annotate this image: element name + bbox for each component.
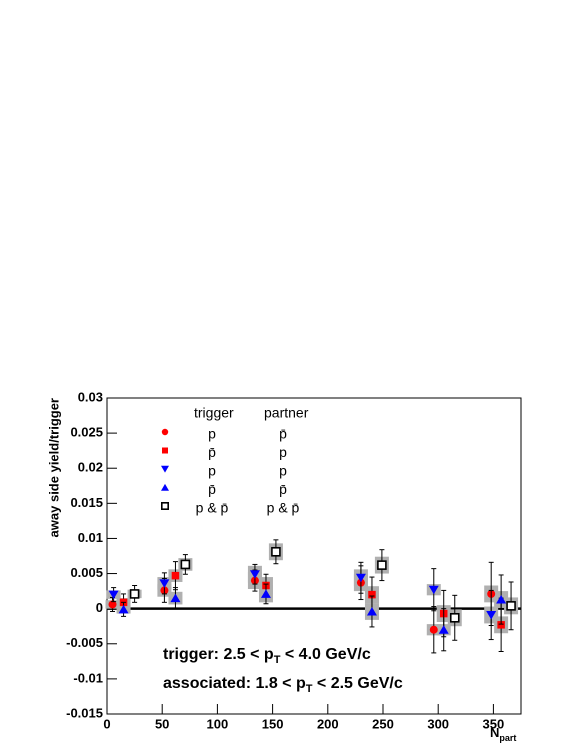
legend-partner: p̄ <box>279 481 287 497</box>
point <box>271 546 281 557</box>
y-tick-label: -0.015 <box>66 705 103 720</box>
legend-marker <box>161 501 170 510</box>
legend-trigger: p̄ <box>208 444 216 460</box>
legend-partner: p <box>279 444 287 460</box>
y-tick-label: 0 <box>96 600 103 615</box>
x-axis-title: Npart <box>490 725 516 743</box>
point <box>438 625 449 634</box>
annotation-text: < 2.5 GeV/c <box>312 675 402 692</box>
y-axis-title: away side yield/trigger <box>46 398 61 537</box>
x-axis-title-main: N <box>490 725 499 740</box>
annotation-text: associated: 1.8 < p <box>163 675 306 692</box>
point <box>355 573 366 583</box>
annotation-text: trigger: 2.5 < p <box>163 646 274 663</box>
point <box>108 590 119 600</box>
legend-trigger: p & p̄ <box>196 500 229 516</box>
legend-marker <box>161 465 169 473</box>
legend-partner: p & p̄ <box>267 500 300 516</box>
point <box>429 625 438 634</box>
point <box>428 585 439 595</box>
legend-partner: p̄ <box>279 426 287 442</box>
legend-trigger: p <box>208 463 216 479</box>
point <box>506 601 516 611</box>
x-tick-label: 0 <box>103 716 110 731</box>
point <box>170 593 181 603</box>
point <box>249 570 260 579</box>
legend-partner: p <box>279 463 287 479</box>
annotation: associated: 1.8 < pT < 2.5 GeV/c <box>163 675 403 695</box>
y-tick-label: 0.015 <box>70 495 103 510</box>
annotation-text: < 4.0 GeV/c <box>280 646 370 663</box>
point <box>159 579 170 588</box>
point <box>108 600 117 609</box>
y-tick-label: 0.01 <box>78 530 103 545</box>
point <box>486 610 497 620</box>
y-tick-label: 0.025 <box>70 425 103 440</box>
legend-trigger: p̄ <box>208 481 216 497</box>
legend-header: partner <box>264 405 309 421</box>
point <box>377 560 387 570</box>
y-tick-label: 0.03 <box>78 389 103 404</box>
point <box>180 559 191 570</box>
x-tick-label: 350 <box>483 716 505 731</box>
x-tick-label: 200 <box>317 716 339 731</box>
y-tick-label: 0.005 <box>70 565 103 580</box>
point <box>368 590 376 599</box>
point <box>497 621 505 629</box>
plot-frame <box>106 397 522 715</box>
x-tick-label: 100 <box>207 716 229 731</box>
y-tick-label: -0.005 <box>66 635 103 650</box>
legend-marker <box>162 447 168 454</box>
y-tick-label: 0.02 <box>78 460 103 475</box>
annotation: trigger: 2.5 < pT < 4.0 GeV/c <box>163 646 371 666</box>
annotation-sub: T <box>274 654 281 666</box>
x-tick-label: 150 <box>262 716 284 731</box>
legend-header: trigger <box>194 405 234 421</box>
x-axis-title-sub: part <box>499 733 516 743</box>
x-tick-label: 250 <box>372 716 394 731</box>
y-tick-label: -0.01 <box>73 670 103 685</box>
x-tick-label: 300 <box>427 716 449 731</box>
point <box>449 612 460 623</box>
point <box>171 571 180 580</box>
point <box>118 604 129 614</box>
point <box>366 606 377 616</box>
point <box>129 589 140 599</box>
annotation-sub: T <box>306 683 313 695</box>
legend-marker <box>161 483 169 491</box>
point <box>260 589 271 598</box>
legend-marker <box>161 428 169 436</box>
point <box>496 595 507 604</box>
legend-trigger: p <box>208 426 216 442</box>
x-tick-label: 50 <box>155 716 169 731</box>
